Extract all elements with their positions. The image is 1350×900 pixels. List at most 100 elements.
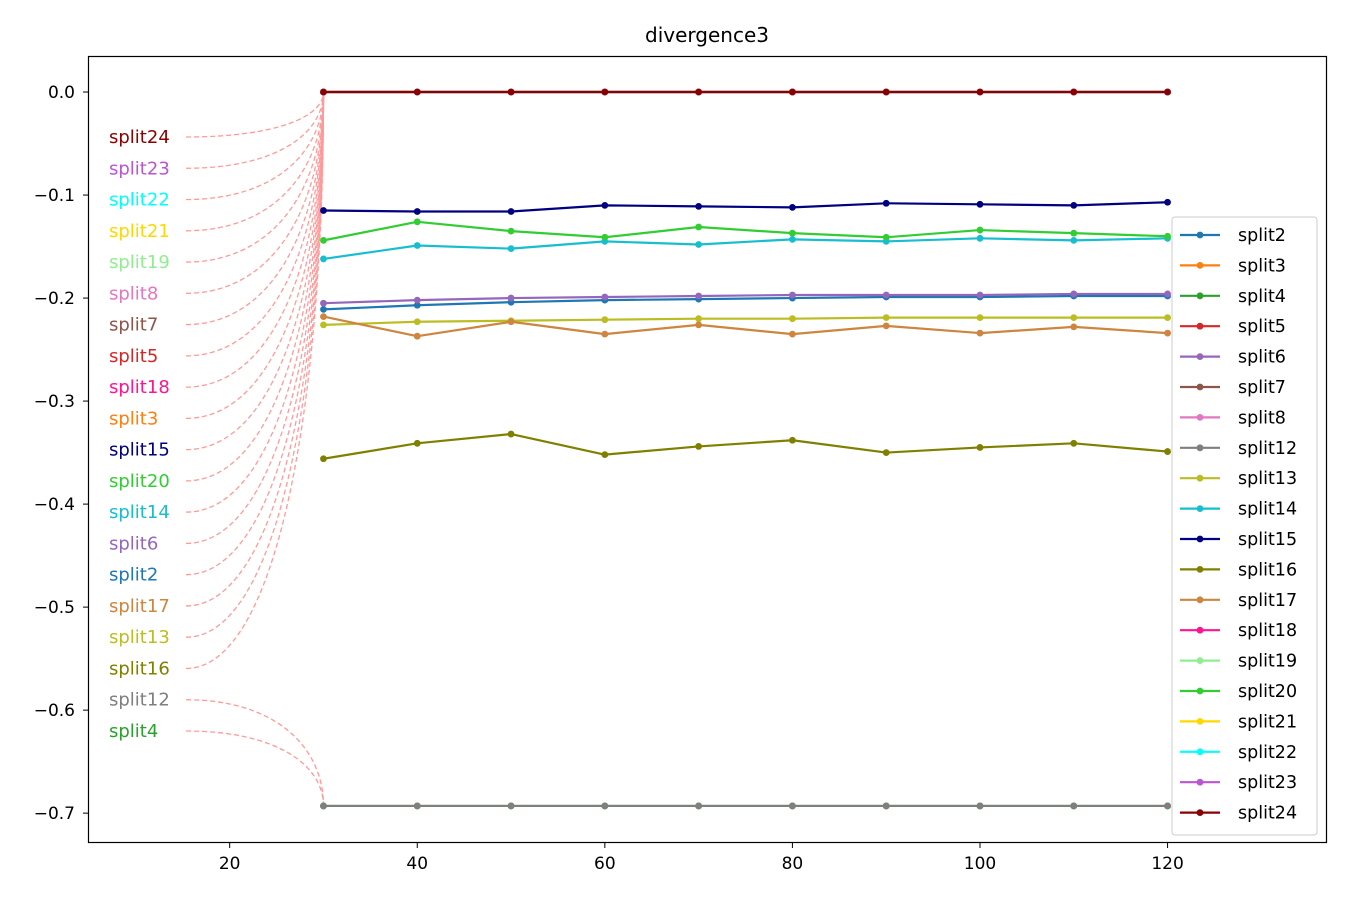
data-point-split16 xyxy=(601,451,609,459)
annotation-connector xyxy=(185,92,325,138)
annotation-layer: split24 split23 split22 split21 split19 split… xyxy=(109,92,325,806)
data-point-split13 xyxy=(976,314,984,322)
data-point-split16 xyxy=(1070,439,1078,447)
data-point-split12 xyxy=(320,802,327,810)
x-tick-label: 120 xyxy=(1151,854,1183,874)
annotation-connector xyxy=(185,92,325,263)
data-point-split17 xyxy=(1164,329,1171,337)
data-point-split20 xyxy=(1164,232,1171,240)
side-label: split8 xyxy=(109,283,158,304)
chart-title: divergence3 xyxy=(645,23,769,47)
y-tick-label: −0.2 xyxy=(34,289,75,309)
data-point-split12 xyxy=(507,802,515,810)
data-point-split2 xyxy=(413,301,421,309)
data-point-split16 xyxy=(507,430,515,438)
data-point-split15 xyxy=(1070,201,1078,209)
data-point-split17 xyxy=(695,321,703,329)
plot-frame xyxy=(87,55,1328,844)
data-point-split20 xyxy=(413,218,421,226)
legend-label: split13 xyxy=(1238,469,1297,489)
data-point-split6 xyxy=(601,293,609,301)
data-point-split17 xyxy=(789,330,796,338)
side-label: split14 xyxy=(109,502,170,523)
side-label: split3 xyxy=(109,408,158,429)
data-point-split17 xyxy=(976,329,984,337)
x-axis: 20 40 60 80 100 120 xyxy=(219,842,1184,874)
x-tick-label: 100 xyxy=(964,854,996,874)
x-tick-label: 20 xyxy=(219,854,241,874)
y-tick-label: 0.0 xyxy=(48,83,75,103)
data-point-split24 xyxy=(1164,88,1171,96)
legend-marker xyxy=(1196,687,1204,695)
data-point-split15 xyxy=(976,200,984,208)
legend-label: split3 xyxy=(1238,256,1286,276)
series-layer xyxy=(320,88,1171,810)
data-point-split17 xyxy=(601,330,609,338)
legend-marker xyxy=(1196,474,1204,482)
data-point-split24 xyxy=(789,88,796,96)
legend-label: split7 xyxy=(1238,378,1286,398)
data-point-split15 xyxy=(1164,198,1171,206)
legend-marker xyxy=(1196,535,1204,543)
data-point-split20 xyxy=(976,226,984,234)
annotation-connector xyxy=(185,92,325,294)
data-point-split20 xyxy=(507,227,515,235)
data-point-split16 xyxy=(882,449,890,456)
y-tick-label: −0.7 xyxy=(34,804,75,824)
legend-label: split8 xyxy=(1238,408,1286,428)
legend-marker xyxy=(1196,292,1204,300)
annotation-connector xyxy=(185,92,325,169)
data-point-split20 xyxy=(695,223,703,231)
side-label: split5 xyxy=(109,346,158,367)
data-point-split15 xyxy=(507,208,515,215)
legend-marker xyxy=(1196,505,1204,512)
data-point-split16 xyxy=(695,443,703,450)
side-label: split20 xyxy=(109,471,170,492)
data-point-split16 xyxy=(1164,448,1171,455)
data-point-split13 xyxy=(413,318,421,326)
series-line-split14 xyxy=(323,237,1168,261)
data-point-split12 xyxy=(882,802,890,810)
legend-marker xyxy=(1196,778,1204,786)
data-point-split13 xyxy=(1164,314,1171,322)
annotation-connector xyxy=(185,92,325,326)
data-point-split13 xyxy=(695,315,703,323)
data-point-split20 xyxy=(601,233,609,241)
legend-marker xyxy=(1196,444,1204,452)
annotation-connector xyxy=(185,92,325,576)
side-label: split17 xyxy=(109,596,170,617)
data-point-split6 xyxy=(882,291,890,299)
side-label: split23 xyxy=(109,158,170,179)
legend-marker xyxy=(1196,809,1204,816)
data-point-split16 xyxy=(413,439,421,447)
series-line-split6 xyxy=(323,292,1168,305)
side-label: split18 xyxy=(109,377,170,398)
data-point-split12 xyxy=(789,802,796,810)
legend-label: split16 xyxy=(1238,560,1297,580)
data-point-split20 xyxy=(789,229,796,237)
legend-label: split15 xyxy=(1238,530,1297,550)
side-label: split2 xyxy=(109,565,158,586)
data-point-split12 xyxy=(976,802,984,810)
data-point-split14 xyxy=(507,245,515,253)
y-tick-label: −0.4 xyxy=(34,495,75,515)
data-point-split6 xyxy=(1164,290,1171,298)
data-point-split20 xyxy=(1070,229,1078,237)
side-label: split16 xyxy=(109,658,170,679)
data-point-split12 xyxy=(413,802,421,810)
legend-marker xyxy=(1196,718,1204,725)
data-point-split14 xyxy=(789,235,796,243)
data-point-split14 xyxy=(695,241,703,248)
series-line-split15 xyxy=(323,201,1168,213)
annotation-connector xyxy=(185,92,325,451)
data-point-split24 xyxy=(413,88,421,96)
data-point-split24 xyxy=(976,88,984,96)
annotation-connector xyxy=(185,92,325,420)
data-point-split14 xyxy=(320,255,327,263)
data-point-split6 xyxy=(976,291,984,299)
data-point-split12 xyxy=(601,802,609,810)
legend-label: split21 xyxy=(1238,712,1297,732)
legend-label: split12 xyxy=(1238,439,1297,459)
